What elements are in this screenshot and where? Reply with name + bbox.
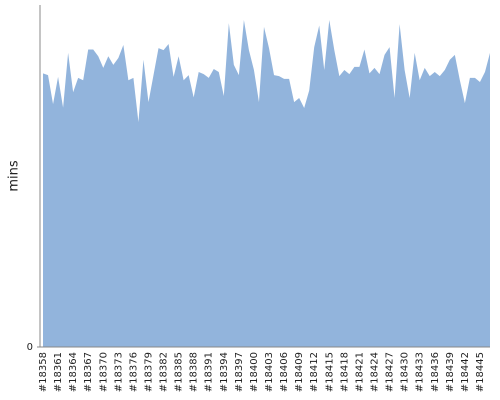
x-tick-label: #18409 (294, 352, 305, 392)
y-tick-label: 0 (27, 342, 33, 353)
x-tick-label: #18418 (339, 352, 350, 392)
area (43, 20, 490, 347)
x-tick-label: #18415 (324, 352, 335, 392)
x-tick-label: #18358 (38, 352, 49, 392)
x-tick-label: #18391 (204, 352, 215, 392)
x-tick-label: #18382 (159, 352, 170, 392)
x-tick-label: #18394 (219, 352, 230, 392)
x-tick-label: #18436 (430, 352, 441, 392)
x-tick-label: #18400 (249, 352, 260, 392)
x-tick-label: #18376 (128, 352, 139, 392)
x-tick-label: #18367 (83, 352, 94, 392)
x-tick-label: #18397 (234, 352, 245, 392)
x-tick-label: #18373 (113, 352, 124, 392)
y-axis-label: mins (7, 160, 22, 192)
x-tick-label: #18361 (53, 352, 64, 392)
x-tick-label: #18427 (385, 352, 396, 392)
x-tick-label: #18403 (264, 352, 275, 392)
x-tick-label: #18370 (98, 352, 109, 392)
x-tick-label: #18430 (400, 352, 411, 392)
x-tick-label: #18412 (309, 352, 320, 392)
x-tick-label: #18439 (445, 352, 456, 392)
x-tick-label: #18421 (354, 352, 365, 392)
x-tick-label: #18388 (189, 352, 200, 392)
x-tick-label: #18364 (68, 352, 79, 392)
x-tick-label: #18385 (174, 352, 185, 392)
x-tick-label: #18406 (279, 352, 290, 392)
x-tick-label: #18433 (415, 352, 426, 392)
x-tick-label: #18424 (369, 352, 380, 392)
x-tick-label: #18445 (475, 352, 486, 392)
x-tick-label: #18442 (460, 352, 471, 392)
x-tick-label: #18379 (143, 352, 154, 392)
